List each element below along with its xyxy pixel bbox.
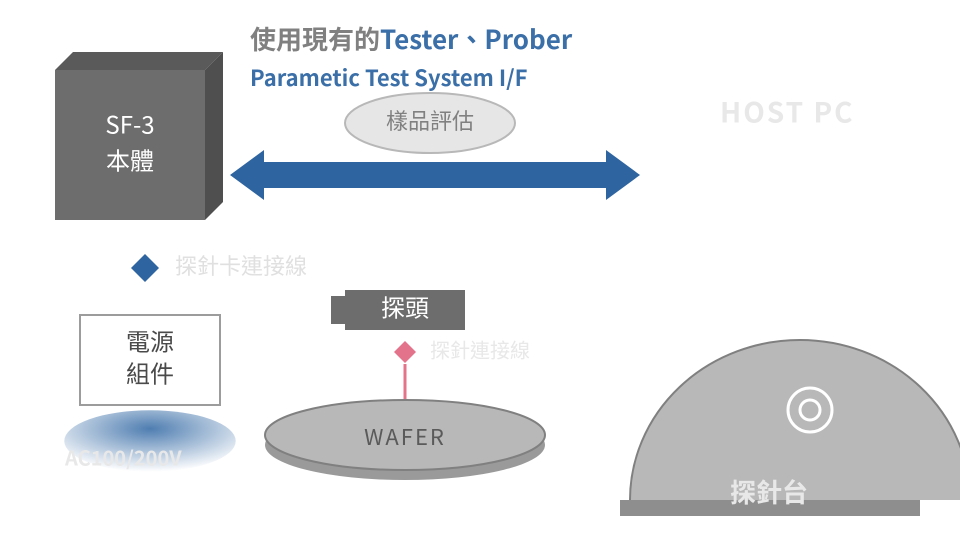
- power-label-2: 組件: [126, 355, 174, 390]
- cube-label-1: SF-3: [105, 106, 154, 141]
- probe-cable-label: 探針連接線: [430, 334, 530, 363]
- pill-eval-label: 樣品評估: [386, 104, 474, 136]
- cube-top: [55, 52, 223, 70]
- ac-label: AC100/200V: [64, 442, 182, 471]
- diamond-blue: [131, 254, 159, 282]
- cube-label-2: 本體: [106, 142, 154, 177]
- headline: 使用現有的Tester、Prober: [250, 20, 573, 57]
- diamond-pink: [394, 341, 416, 363]
- cube-side: [205, 52, 223, 220]
- headline-blue: Tester、Prober: [380, 20, 573, 57]
- machine-label: 探針台: [730, 473, 808, 510]
- double-arrow: [230, 150, 640, 200]
- wafer-label: WAFER: [364, 420, 446, 452]
- power-label-1: 電源: [126, 323, 174, 358]
- probe-card-cable-label: 探針卡連接線: [175, 249, 307, 281]
- probe-side: [331, 296, 347, 324]
- hostpc-label: HOST PC: [720, 92, 855, 132]
- headline-eng: Parametic Test System I/F: [250, 61, 528, 93]
- headline-gray: 使用現有的: [250, 20, 380, 57]
- probe-label: 探頭: [381, 289, 429, 324]
